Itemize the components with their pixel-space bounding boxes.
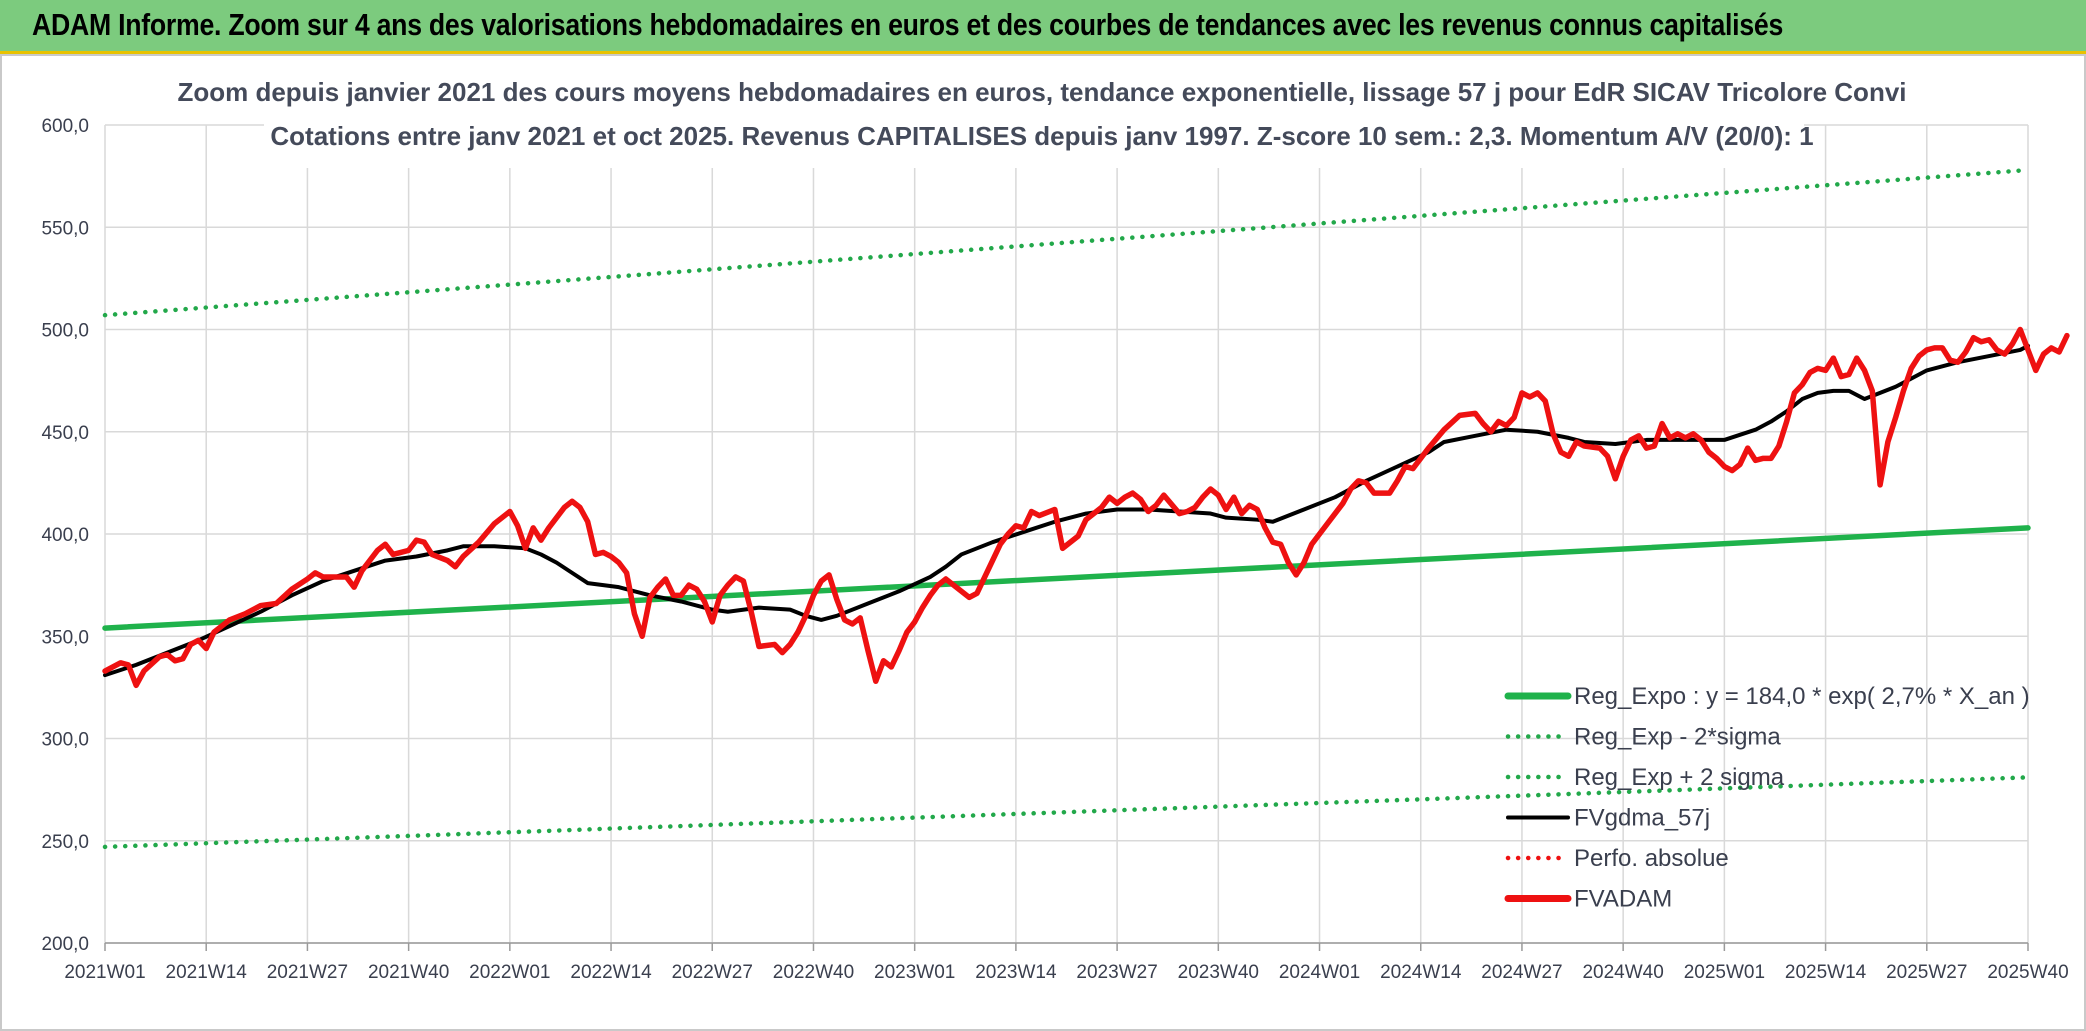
y-tick-label: 600,0 — [41, 116, 89, 137]
x-tick-label: 2021W40 — [368, 962, 449, 983]
series-fvgdma-57j — [103, 343, 2030, 678]
y-tick-label: 350,0 — [41, 627, 89, 648]
y-tick-label: 200,0 — [41, 934, 89, 955]
chart-title-line-2: Cotations entre janv 2021 et oct 2025. R… — [270, 121, 1813, 151]
y-tick-label: 500,0 — [41, 321, 89, 342]
grid-lines — [104, 124, 2029, 944]
x-tick-label: 2024W40 — [1582, 962, 1663, 983]
y-tick-label: 450,0 — [41, 423, 89, 444]
x-tick-label: 2022W01 — [469, 962, 550, 983]
legend-label: Reg_Exp - 2*sigma — [1574, 724, 1781, 751]
line-chart: 200,0 250,0 300,0 350,0 400,0 450,0 500,0 550,0… — [41, 56, 2070, 983]
legend-label: Perfo. absolue — [1574, 845, 1729, 872]
x-tick-label: 2021W14 — [166, 962, 248, 983]
chart-title-line-1: Zoom depuis janvier 2021 des cours moyen… — [177, 77, 1906, 107]
x-tick-label: 2023W01 — [874, 962, 955, 983]
y-tick-label: 550,0 — [41, 218, 89, 239]
chart-title: Zoom depuis janvier 2021 des cours moyen… — [177, 56, 1907, 168]
x-tick-label: 2025W01 — [1684, 962, 1765, 983]
report-title: ADAM Informe. Zoom sur 4 ans des valoris… — [32, 7, 1784, 42]
legend-label: FVADAM — [1574, 886, 1672, 913]
series-layer — [102, 167, 2070, 850]
x-tick-label: 2021W27 — [267, 962, 348, 983]
x-tick-label: 2024W27 — [1481, 962, 1562, 983]
title-background — [264, 56, 1804, 168]
legend-label: Reg_Exp + 2 sigma — [1574, 764, 1785, 791]
series-reg-exp-2-sigma — [102, 167, 2031, 318]
x-tick-label: 2023W14 — [975, 962, 1057, 983]
legend: Reg_Expo : y = 184,0 * exp( 2,7% * X_an … — [1504, 683, 2030, 913]
x-tick-label: 2024W01 — [1279, 962, 1360, 983]
x-tick-label: 2022W14 — [570, 962, 652, 983]
x-tick-label: 2021W01 — [64, 962, 145, 983]
x-tick-label: 2025W27 — [1886, 962, 1967, 983]
x-tick-label: 2025W14 — [1785, 962, 1867, 983]
y-tick-label: 250,0 — [41, 832, 89, 853]
y-tick-label: 400,0 — [41, 525, 89, 546]
series-reg-expo-y-184-0-exp-2-7-x-an — [102, 525, 2031, 631]
chart-area: 200,0 250,0 300,0 350,0 400,0 450,0 500,0 550,0… — [0, 54, 2086, 1031]
x-tick-label: 2022W27 — [672, 962, 753, 983]
x-tick-label: 2023W40 — [1178, 962, 1259, 983]
legend-label: FVgdma_57j — [1574, 805, 1710, 832]
report-header: ADAM Informe. Zoom sur 4 ans des valoris… — [0, 0, 2086, 54]
x-tick-label: 2025W40 — [1987, 962, 2068, 983]
x-tick-label: 2022W40 — [773, 962, 854, 983]
series-fvadam — [102, 326, 2070, 689]
legend-label: Reg_Expo : y = 184,0 * exp( 2,7% * X_an … — [1574, 683, 2030, 710]
x-tick-label: 2024W14 — [1380, 962, 1462, 983]
y-tick-label: 300,0 — [41, 730, 89, 751]
x-tick-label: 2023W27 — [1076, 962, 1157, 983]
axes: 200,0 250,0 300,0 350,0 400,0 450,0 500,0 550,0… — [41, 116, 2068, 983]
